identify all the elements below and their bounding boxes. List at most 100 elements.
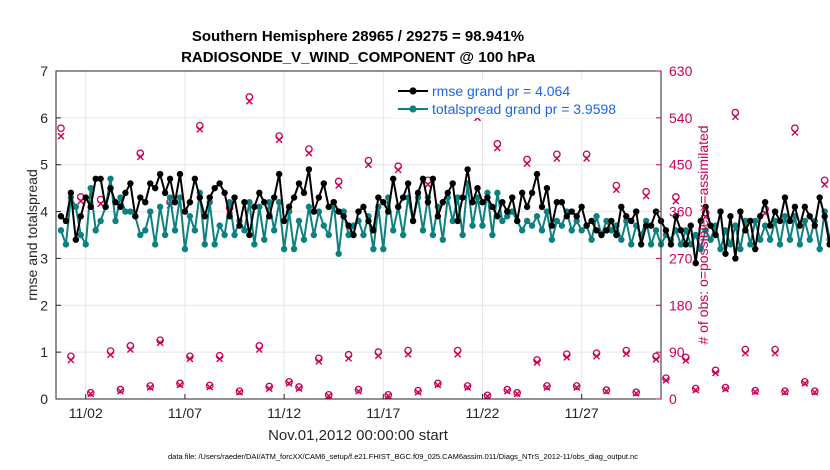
rmse-point [811, 222, 818, 229]
obs-assimilated-point [543, 384, 551, 392]
obs-assimilated-point [741, 349, 749, 357]
rmse-point [365, 217, 372, 225]
totalspread-point [454, 194, 461, 201]
rmse-point [692, 259, 699, 267]
rmse-point [628, 217, 635, 225]
totalspread-point [107, 175, 114, 182]
totalspread-point [568, 227, 575, 234]
rmse-point [166, 175, 174, 182]
totalspread-point [707, 236, 714, 243]
rmse-point [677, 227, 685, 234]
obs-assimilated-point [414, 388, 422, 396]
rmse-point [206, 194, 213, 201]
obs-possible-point [602, 386, 611, 394]
rmse-point [127, 180, 134, 187]
rmse-point [752, 245, 759, 253]
rmse-point [251, 203, 258, 211]
rmse-point [637, 241, 645, 248]
x-tick-label: 11/12 [267, 405, 301, 421]
rmse-point [171, 199, 179, 206]
rmse-point [633, 208, 640, 215]
rmse-point [747, 217, 754, 225]
totalspread-point [781, 213, 789, 220]
totalspread-point [776, 241, 784, 248]
obs-possible-point [800, 377, 809, 386]
obs-assimilated-point [146, 384, 154, 392]
obs-assimilated-point [652, 355, 660, 363]
rmse-point [593, 227, 600, 234]
right-tick-label: 90 [669, 344, 685, 360]
x-axis: 11/02 11/07 11/12 11/17 11/22 11/27 [69, 394, 599, 421]
obs-assimilated-point [593, 352, 601, 360]
obs-possible-point [463, 382, 472, 390]
totalspread-point [72, 203, 80, 211]
totalspread-point [652, 227, 660, 234]
rmse-point [161, 189, 169, 197]
rmse-point [355, 208, 362, 215]
rmse-point [290, 194, 298, 201]
obs-possible-point [513, 388, 522, 397]
rmse-point [528, 189, 536, 197]
totalspread-point [449, 217, 456, 225]
obs-possible-point [116, 385, 125, 394]
totalspread-point [543, 208, 551, 215]
rmse-point [241, 199, 248, 206]
obs-assimilated-point [156, 339, 164, 347]
right-tick-label: 0 [669, 391, 677, 407]
x-tick-label: 11/27 [565, 405, 599, 421]
rmse-point [385, 208, 392, 215]
right-tick-label: 360 [669, 204, 693, 220]
totalspread-series [57, 175, 830, 257]
rmse-point [801, 203, 809, 211]
rmse-point [201, 213, 208, 220]
totalspread-point [112, 217, 119, 225]
legend-spread-marker [409, 105, 417, 113]
rmse-point [598, 231, 605, 239]
rmse-point [181, 208, 189, 215]
rmse-point [494, 213, 501, 220]
legend-box [393, 80, 655, 118]
obs-assimilated-point [355, 387, 362, 395]
totalspread-point [82, 241, 89, 248]
rmse-point [305, 166, 313, 173]
rmse-point [419, 175, 427, 182]
totalspread-point [628, 241, 635, 248]
obs-assimilated-point [533, 359, 541, 367]
plot-area [56, 71, 661, 399]
totalspread-point [419, 227, 427, 234]
obs-assimilated-point [57, 132, 65, 140]
totalspread-point [752, 217, 759, 225]
rmse-point [533, 170, 541, 178]
rmse-point [613, 231, 620, 239]
rmse-point [72, 236, 80, 243]
rmse-point [682, 241, 689, 248]
rmse-point [786, 217, 794, 225]
rmse-point [399, 194, 407, 201]
totalspread-point [226, 199, 233, 206]
obs-assimilated-point [305, 149, 313, 157]
totalspread-point [553, 217, 561, 225]
rmse-point [87, 203, 94, 211]
y-axis-label-right: # of obs: o=possible; ×=assimilated [695, 125, 711, 344]
rmse-point [176, 170, 184, 178]
rmse-point [275, 170, 283, 178]
rmse-point [479, 199, 486, 206]
totalspread-point [161, 231, 169, 239]
rmse-point [588, 217, 595, 225]
totalspread-point [147, 208, 154, 215]
obs-assimilated-point [335, 182, 343, 190]
obs-assimilated-point [87, 390, 95, 398]
rmse-point [563, 213, 570, 220]
totalspread-point [548, 236, 556, 243]
rmse-point [573, 213, 580, 220]
obs-possible-point [354, 385, 363, 394]
totalspread-point [578, 227, 585, 234]
rmse-point [315, 194, 323, 201]
obs-assimilated-point [523, 160, 531, 168]
totalspread-point [315, 208, 323, 215]
rmse-point [618, 203, 625, 211]
rmse-point [667, 241, 675, 248]
rmse-point [92, 175, 99, 182]
totalspread-point [57, 227, 65, 234]
rmse-point [320, 180, 327, 187]
